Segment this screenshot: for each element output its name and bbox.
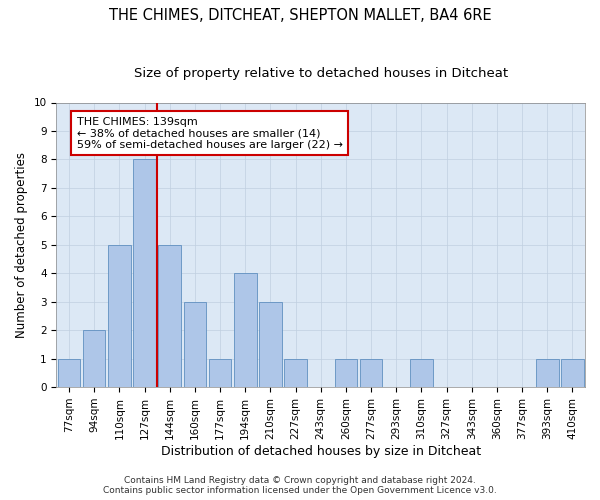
Text: THE CHIMES, DITCHEAT, SHEPTON MALLET, BA4 6RE: THE CHIMES, DITCHEAT, SHEPTON MALLET, BA… [109, 8, 491, 22]
Bar [83, 330, 106, 387]
Bar [184, 302, 206, 387]
Bar [209, 358, 232, 387]
Bar [133, 160, 156, 387]
Title: Size of property relative to detached houses in Ditcheat: Size of property relative to detached ho… [134, 68, 508, 80]
Text: Contains HM Land Registry data © Crown copyright and database right 2024.
Contai: Contains HM Land Registry data © Crown c… [103, 476, 497, 495]
Bar [410, 358, 433, 387]
X-axis label: Distribution of detached houses by size in Ditcheat: Distribution of detached houses by size … [161, 444, 481, 458]
Bar [108, 245, 131, 387]
Text: THE CHIMES: 139sqm
← 38% of detached houses are smaller (14)
59% of semi-detache: THE CHIMES: 139sqm ← 38% of detached hou… [77, 116, 343, 150]
Bar [561, 358, 584, 387]
Bar [58, 358, 80, 387]
Bar [536, 358, 559, 387]
Y-axis label: Number of detached properties: Number of detached properties [15, 152, 28, 338]
Bar [234, 274, 257, 387]
Bar [259, 302, 281, 387]
Bar [335, 358, 357, 387]
Bar [284, 358, 307, 387]
Bar [360, 358, 382, 387]
Bar [158, 245, 181, 387]
